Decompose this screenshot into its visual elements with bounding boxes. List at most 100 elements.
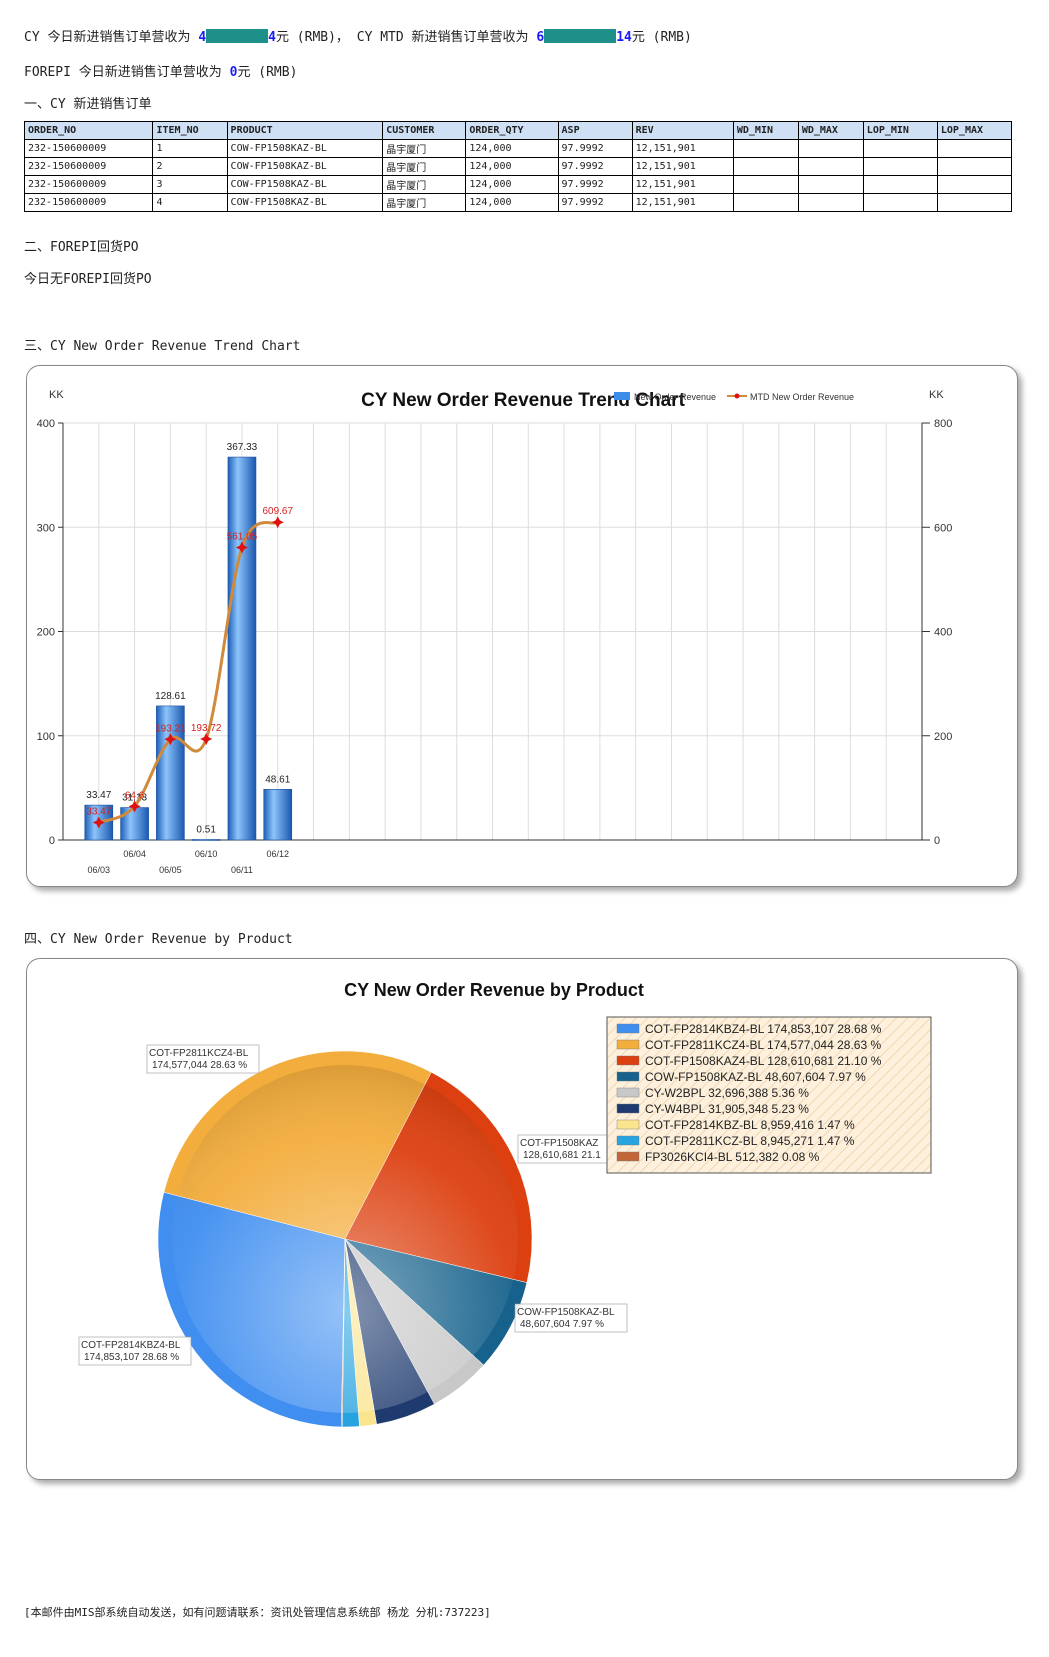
column-header-lop-min: LOP_MIN bbox=[862, 121, 938, 140]
column-header-product: PRODUCT bbox=[226, 121, 384, 140]
table-cell bbox=[862, 139, 938, 158]
table-cell: 124,000 bbox=[465, 175, 559, 194]
summary-cy-today-label: CY 今日新进销售订单营收为 bbox=[24, 30, 199, 45]
legend-label: FP3026KCI4-BL 512,382 0.08 % bbox=[645, 1150, 820, 1164]
legend-label: CY-W2BPL 32,696,388 5.36 % bbox=[645, 1086, 809, 1100]
section4-title: 四、CY New Order Revenue by Product bbox=[24, 932, 293, 947]
table-cell: 97.9992 bbox=[557, 139, 633, 158]
bar-data-label: 128.61 bbox=[155, 691, 186, 702]
x-tick-label: 06/03 bbox=[88, 865, 111, 875]
y-tick-label: 0 bbox=[49, 835, 55, 847]
summary-forepi-label: FOREPI 今日新进销售订单营收为 bbox=[24, 65, 230, 80]
legend-swatch bbox=[616, 1103, 640, 1114]
cy-mtd-revenue: 6 14 bbox=[536, 29, 632, 45]
column-header-item-no: ITEM_NO bbox=[152, 121, 228, 140]
line-data-label: 609.67 bbox=[262, 506, 293, 517]
line-point bbox=[200, 733, 213, 746]
table-cell: 12,151,901 bbox=[631, 157, 734, 176]
legend-swatch bbox=[616, 1071, 640, 1082]
table-row: 232-150600009 4 COW-FP1508KAZ-BL 晶宇厦门 124,00… bbox=[23, 193, 1013, 212]
callout-box bbox=[78, 1336, 192, 1366]
table-cell: COW-FP1508KAZ-BL bbox=[226, 175, 384, 194]
legend-label: COT-FP2814KBZ-BL 8,959,416 1.47 % bbox=[645, 1118, 855, 1132]
chart-title: CY New Order Revenue by Product bbox=[344, 980, 644, 1000]
bar bbox=[263, 789, 293, 841]
callout-value: 174,577,044 28.63 % bbox=[152, 1060, 247, 1071]
callout-label: COT-FP2814KBZ4-BL bbox=[81, 1340, 181, 1351]
redaction-mark bbox=[544, 29, 617, 43]
table-cell: 晶宇厦门 bbox=[382, 157, 467, 176]
y-tick-label: 400 bbox=[37, 418, 55, 430]
table-cell: 232-150600009 bbox=[23, 139, 154, 158]
table-cell: 晶宇厦门 bbox=[382, 139, 467, 158]
table-cell bbox=[797, 157, 864, 176]
summary-unit: 元 (RMB) bbox=[631, 30, 692, 45]
table-cell: 97.9992 bbox=[557, 193, 633, 212]
legend-swatch bbox=[616, 1087, 640, 1098]
legend-label: COT-FP2811KCZ4-BL 174,577,044 28.63 % bbox=[645, 1038, 881, 1052]
bar bbox=[120, 807, 149, 841]
column-header-wd-max: WD_MAX bbox=[797, 121, 864, 140]
y2-tick-label: 200 bbox=[934, 731, 952, 743]
table-cell: 232-150600009 bbox=[23, 157, 154, 176]
column-header-rev: REV bbox=[631, 121, 734, 140]
column-header-wd-min: WD_MIN bbox=[732, 121, 799, 140]
legend-bar-swatch bbox=[614, 392, 630, 400]
table-cell: 2 bbox=[152, 157, 228, 176]
table-cell bbox=[797, 175, 864, 194]
pie-chart: CY New Order Revenue by Product COT-FP281… bbox=[78, 980, 932, 1428]
line-data-label: 64.6 bbox=[125, 790, 145, 801]
table-cell: 124,000 bbox=[465, 193, 559, 212]
table-row: 232-150600009 1 COW-FP1508KAZ-BL 晶宇厦门 124,00… bbox=[23, 139, 1013, 158]
section1-title: 一、CY 新进销售订单 bbox=[24, 97, 152, 112]
table-cell: COW-FP1508KAZ-BL bbox=[226, 157, 384, 176]
bar-data-label: 31.13 bbox=[122, 793, 147, 804]
legend-swatch bbox=[616, 1135, 640, 1146]
redaction-mark bbox=[206, 29, 269, 43]
legend-swatch bbox=[616, 1039, 640, 1050]
table-header-row: ORDER_NO ITEM_NO PRODUCT CUSTOMER ORDER_QTY A… bbox=[23, 121, 1013, 140]
table-cell: COW-FP1508KAZ-BL bbox=[226, 139, 384, 158]
table-cell: 晶宇厦门 bbox=[382, 193, 467, 212]
table-cell bbox=[797, 193, 864, 212]
table-cell: 12,151,901 bbox=[631, 193, 734, 212]
callout-label: COW-FP1508KAZ-BL bbox=[517, 1307, 615, 1318]
orders-table: ORDER_NO ITEM_NO PRODUCT CUSTOMER ORDER_QTY A… bbox=[23, 121, 1013, 212]
y2-tick-label: 0 bbox=[934, 835, 940, 847]
table-cell: 3 bbox=[152, 175, 228, 194]
legend-label: CY-W4BPL 31,905,348 5.23 % bbox=[645, 1102, 809, 1116]
legend-label: COT-FP2811KCZ-BL 8,945,271 1.47 % bbox=[645, 1134, 855, 1148]
bar-data-label: 48.61 bbox=[265, 774, 290, 785]
bar bbox=[156, 705, 185, 841]
table-cell: 1 bbox=[152, 139, 228, 158]
table-cell: 晶宇厦门 bbox=[382, 175, 467, 194]
chart-title: CY New Order Revenue Trend Chart bbox=[361, 390, 685, 411]
line-point bbox=[128, 800, 141, 813]
table-cell bbox=[732, 157, 799, 176]
y2-axis-label: KK bbox=[929, 389, 944, 401]
y-axis-label: KK bbox=[49, 389, 64, 401]
x-tick-label: 06/10 bbox=[195, 849, 218, 859]
y2-tick-label: 400 bbox=[934, 627, 952, 639]
x-tick-label: 06/05 bbox=[159, 865, 182, 875]
callout-label: COT-FP1508KAZ bbox=[520, 1138, 598, 1149]
callout-value: 48,607,604 7.97 % bbox=[520, 1319, 604, 1330]
section2-text: 今日无FOREPI回货PO bbox=[24, 272, 152, 287]
trend-chart-panel: CY New Order Revenue Trend Chart KK KK New … bbox=[26, 365, 1018, 887]
pie-shading bbox=[172, 1065, 518, 1413]
line-data-label: 193.21 bbox=[155, 723, 186, 734]
line-data-label: 33.47 bbox=[86, 807, 111, 818]
table-cell bbox=[732, 139, 799, 158]
legend-swatch bbox=[616, 1055, 640, 1066]
table-cell: 232-150600009 bbox=[23, 175, 154, 194]
table-cell: 4 bbox=[152, 193, 228, 212]
table-cell bbox=[936, 193, 1013, 212]
table-cell bbox=[862, 193, 938, 212]
legend-swatch bbox=[616, 1119, 640, 1130]
table-cell bbox=[936, 139, 1013, 158]
x-tick-label: 06/04 bbox=[123, 849, 146, 859]
x-tick-label: 06/11 bbox=[231, 865, 253, 875]
bar bbox=[191, 839, 221, 841]
table-cell bbox=[732, 175, 799, 194]
table-cell: 12,151,901 bbox=[631, 175, 734, 194]
